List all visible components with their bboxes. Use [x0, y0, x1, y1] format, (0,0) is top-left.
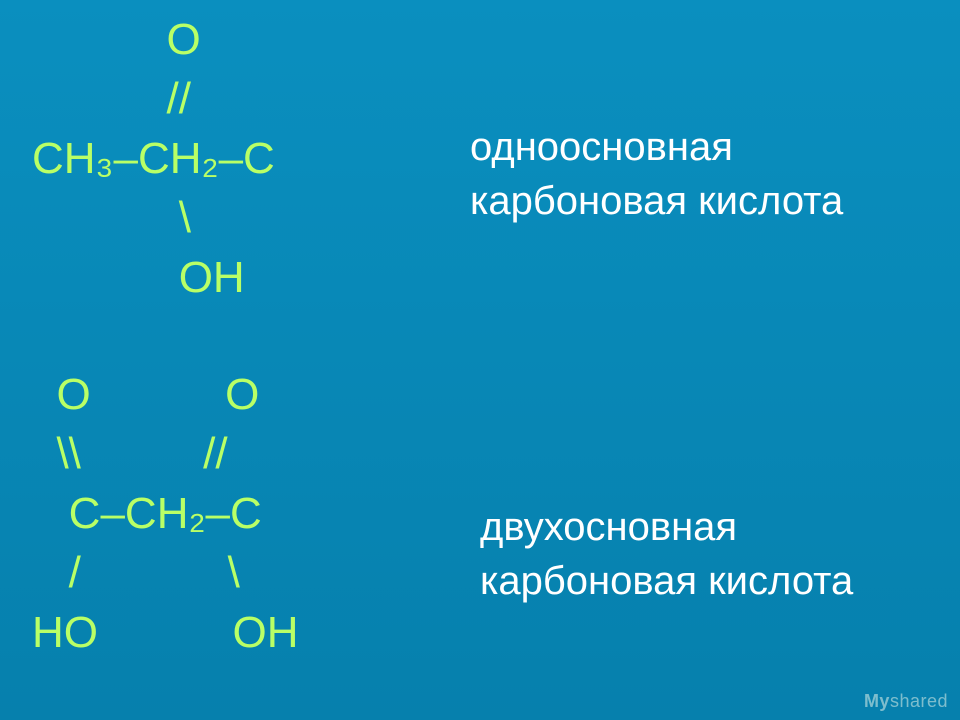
watermark-rest: shared: [890, 691, 948, 711]
watermark: Myshared: [864, 691, 948, 712]
slide: O // CH₃–CH₂–C \ OH одноосновнаякарбонов…: [0, 0, 960, 720]
formula-monobasic: O // CH₃–CH₂–C \ OH: [32, 10, 275, 307]
label-dibasic: двухосновнаякарбоновая кислота: [480, 500, 853, 608]
label-monobasic: одноосновнаякарбоновая кислота: [470, 120, 843, 228]
watermark-bold: My: [864, 691, 890, 711]
formula-dibasic: O O \\ // C–CH₂–C / \ HO OH: [32, 365, 298, 662]
